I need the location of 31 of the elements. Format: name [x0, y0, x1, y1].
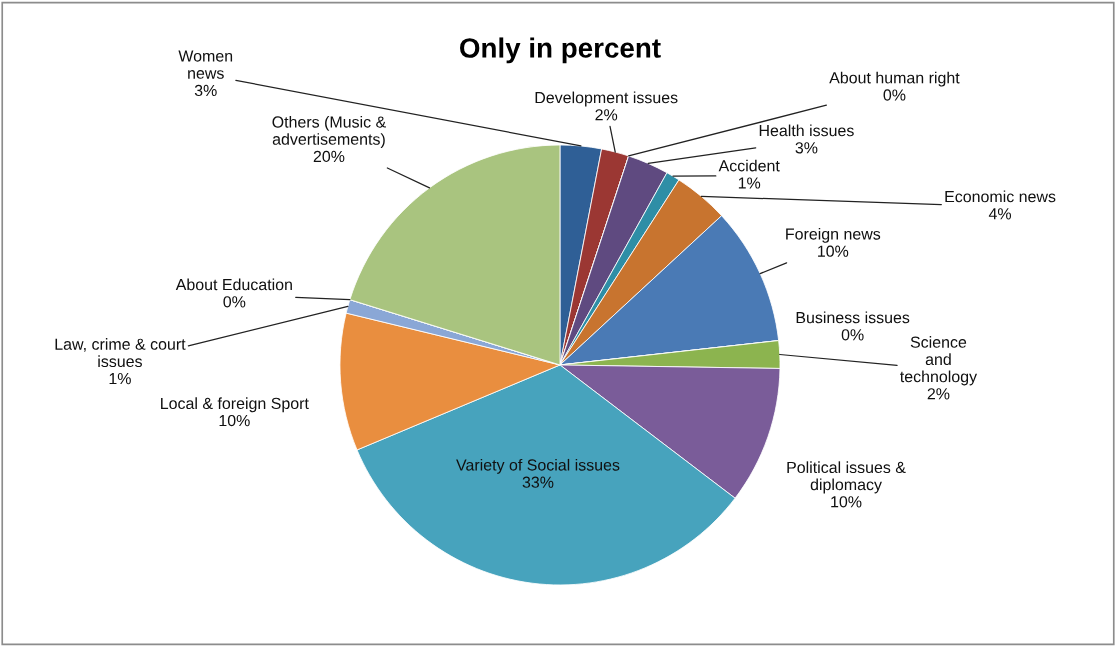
slice-label: Economic news	[945, 190, 1056, 203]
data-label: 1%	[738, 177, 761, 189]
slice-label: Others (Music & advertisements)	[272, 115, 386, 149]
slice-label: Women news	[178, 50, 233, 79]
data-label: 10%	[818, 245, 849, 257]
chart-title: Only in percent	[460, 37, 661, 64]
category-label: About Education	[175, 278, 292, 291]
slice-label: Accident	[718, 159, 780, 172]
text: 0%	[223, 296, 246, 308]
slice-label: Foreign news	[786, 227, 881, 243]
slice-label: Law, crime & court issues	[55, 338, 186, 368]
data-label: 3%	[194, 84, 217, 97]
slice-label: Political issues & diplomacy	[787, 461, 906, 494]
data-label: 2%	[595, 109, 618, 121]
slice-label: Science and technology	[900, 336, 978, 386]
data-label: 10%	[219, 414, 250, 427]
text: 0%	[841, 329, 864, 341]
slice-label: Health issues	[759, 124, 854, 137]
data-label: 20%	[313, 150, 345, 163]
text: 0%	[883, 89, 906, 101]
category-label: About human right	[829, 71, 960, 87]
data-label: 1%	[109, 373, 131, 385]
slice-label: Local & foreign Sport	[161, 397, 309, 413]
data-label: 2%	[927, 388, 950, 400]
data-label: 3%	[795, 142, 818, 154]
slice-label: Development issues	[535, 91, 678, 107]
slice-label: Variety of Social issues	[456, 458, 620, 474]
data-label: 4%	[988, 208, 1012, 220]
data-label: 33%	[522, 476, 554, 488]
category-label: Business issues	[796, 311, 910, 324]
data-label: 10%	[831, 496, 862, 508]
